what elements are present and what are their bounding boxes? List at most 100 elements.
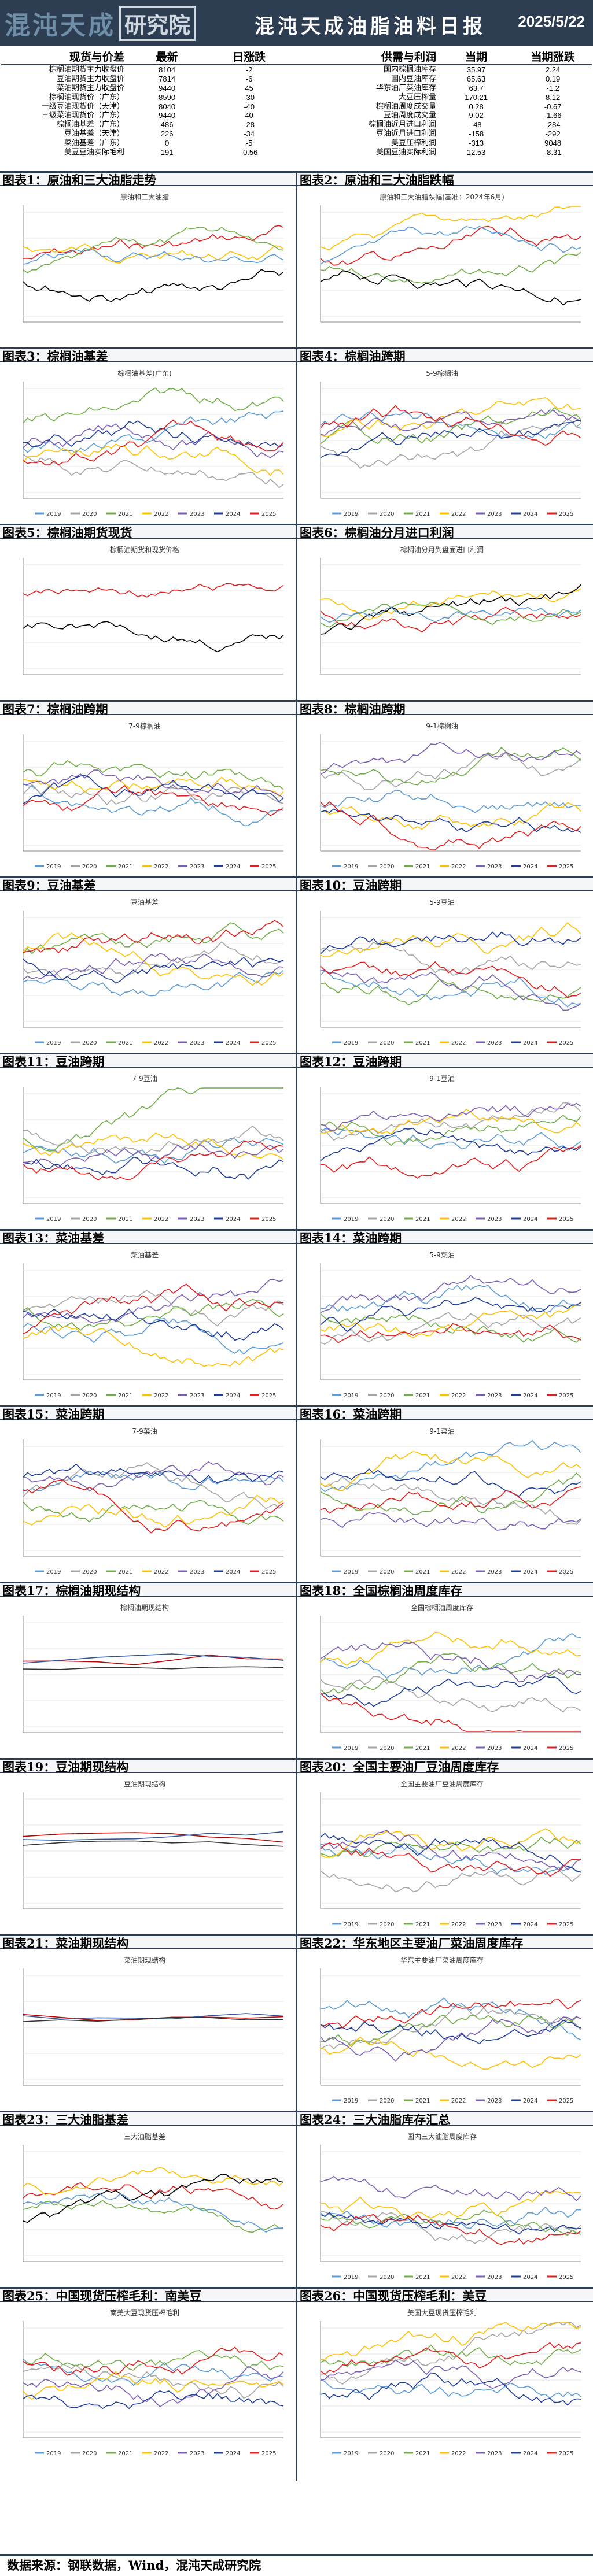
figure-name: 豆油期现结构 <box>56 1760 129 1774</box>
header-cell: 供需与利润 <box>290 49 439 65</box>
series-line <box>23 583 284 598</box>
chart-inner-title: 菜油期现结构 <box>124 1956 165 1964</box>
legend-label: 2021 <box>118 511 132 517</box>
legend-label: 2022 <box>154 511 168 517</box>
figure-panel: 图表13：菜油基差 菜油基差 2019 2020 2021 2022 2023 2024 202… <box>0 1229 296 1411</box>
legend-label: 2020 <box>380 864 394 870</box>
series-line <box>23 775 284 804</box>
series-line <box>23 785 284 816</box>
series-line <box>23 2359 284 2386</box>
legend-label: 2024 <box>523 1216 537 1223</box>
chart-inner-title: 棕榈油基差(广东) <box>117 369 171 377</box>
chart-area: 菜油期现结构 <box>0 1952 296 2116</box>
chart-area: 9-1豆油 2019 2020 2021 2022 2023 2024 2025 <box>297 1071 593 1234</box>
legend-label: 2020 <box>380 511 394 517</box>
figure-panel: 图表20：全国主要油厂豆油周度库存全国主要油厂豆油周度库存 2019 2020 202… <box>297 1758 593 1940</box>
row-value: -34 <box>244 129 255 138</box>
figure-title: 图表24：三大油脂库存汇总 <box>297 2111 593 2127</box>
logo-char: 天 <box>60 11 87 40</box>
series-line <box>320 1115 581 1146</box>
legend-label: 2022 <box>154 2451 168 2457</box>
legend-label: 2020 <box>82 1569 97 1575</box>
legend-label: 2024 <box>523 1745 537 1752</box>
chart-inner-title: 原油和三大油脂 <box>120 193 169 201</box>
chart-inner-title: 华东主要油厂菜油周度库存 <box>400 1956 484 1964</box>
series-line <box>320 2322 581 2385</box>
series-line <box>23 1461 284 1492</box>
series-line <box>320 801 581 850</box>
figure-panel: 图表26：中国现货压榨毛利：美豆 美国大豆现货压榨毛利 2019 2020 2021 20… <box>297 2287 593 2468</box>
legend-label: 2022 <box>154 1216 168 1223</box>
legend-label: 2025 <box>559 2274 573 2281</box>
series-line <box>320 2191 581 2219</box>
series-line <box>320 1128 581 1151</box>
series-line <box>23 2390 284 2410</box>
series-line <box>320 1675 581 1707</box>
figure-panel: 图表23：三大油脂基差 三大油脂基差 <box>0 2111 296 2292</box>
series-line <box>320 2175 581 2202</box>
row-value: 12.53 <box>466 147 486 157</box>
legend-label: 2021 <box>118 1040 132 1046</box>
legend-label: 2020 <box>82 1040 97 1046</box>
series-line <box>23 2182 284 2210</box>
row-value: -0.56 <box>240 147 258 157</box>
series-line <box>23 2193 284 2233</box>
figure-label: 图表15： <box>2 1407 56 1422</box>
figure-label: 图表26： <box>300 2289 353 2303</box>
legend-label: 2022 <box>451 1745 466 1752</box>
legend-label: 2019 <box>344 2451 358 2457</box>
chart-area: 棕榈油基差(广东) 2019 2020 2021 2022 2023 2024 2025 <box>0 365 296 529</box>
legend-label: 2024 <box>523 1569 537 1575</box>
series-line <box>23 1317 284 1355</box>
chart-svg: 9-1豆油 2019 2020 2021 2022 2023 2024 2025 <box>320 1075 581 1223</box>
series-line <box>23 1500 284 1526</box>
series-line <box>320 1865 581 1893</box>
series-line <box>320 2372 581 2406</box>
figure-name: 菜油基差 <box>56 1231 105 1245</box>
legend-label: 2021 <box>415 1216 430 1223</box>
row-label: 大豆压榨量 <box>399 92 437 102</box>
series-line <box>23 2346 284 2376</box>
legend-label: 2019 <box>344 1569 358 1575</box>
legend-label: 2019 <box>46 864 61 870</box>
chart-svg: 美国大豆现货压榨毛利 2019 2020 2021 2022 2023 2024 2025 <box>320 2308 581 2457</box>
chart-inner-title: 9-1豆油 <box>429 1075 455 1083</box>
series-line <box>320 1828 581 1858</box>
chart-svg: 棕榈油分月到盘面进口利润 <box>320 545 581 675</box>
legend-label: 2024 <box>226 864 240 870</box>
legend-label: 2022 <box>154 1569 168 1575</box>
series-line <box>23 419 284 466</box>
chart-svg: 菜油基差 2019 2020 2021 2022 2023 2024 2025 <box>23 1251 284 1399</box>
series-line <box>23 920 284 954</box>
chart-area: 7-9菜油 2019 2020 2021 2022 2023 2024 2025 <box>0 1423 296 1587</box>
series-line <box>23 769 284 798</box>
series-line <box>23 2350 284 2371</box>
figure-title: 图表23：三大油脂基差 <box>0 2111 296 2127</box>
chart-svg: 豆油期现结构 <box>23 1779 284 1909</box>
legend-label: 2023 <box>190 1040 204 1046</box>
series-line <box>320 1631 581 1666</box>
legend-label: 2024 <box>226 1393 240 1399</box>
figure-title: 图表22：华东地区主要油厂菜油周度库存 <box>297 1934 593 1950</box>
series-line <box>320 1692 581 1732</box>
row-label: 豆油近月进口利润 <box>376 129 437 138</box>
series-line <box>320 2344 581 2367</box>
figure-title: 图表9：豆油基差 <box>0 876 296 893</box>
legend-label: 2025 <box>261 1569 276 1575</box>
row-value: 0.19 <box>545 75 561 84</box>
chart-svg: 全国主要油厂豆油周度库存 2019 2020 2021 2022 2023 2024 2025 <box>320 1779 581 1928</box>
figure-label: 图表6： <box>300 525 345 540</box>
chart-inner-title: 7-9菜油 <box>132 1427 157 1435</box>
series-line <box>23 1156 284 1180</box>
legend-label: 2020 <box>380 1569 394 1575</box>
figure-panel: 图表4：棕榈油跨期 5-9棕榈油 2019 2020 2021 2022 2023 2024 2… <box>297 347 593 529</box>
series-line <box>23 1831 284 1841</box>
series-line <box>320 1844 581 1875</box>
figure-name: 棕榈油期现结构 <box>56 1583 141 1598</box>
row-value: 191 <box>160 147 174 157</box>
series-line <box>320 584 581 635</box>
figure-title: 图表20：全国主要油厂豆油周度库存 <box>297 1758 593 1774</box>
chart-area: 7-9豆油 2019 2020 2021 2022 2023 2024 2025 <box>0 1071 296 1234</box>
series-line <box>23 932 284 986</box>
figure-name: 菜油跨期 <box>353 1407 402 1422</box>
